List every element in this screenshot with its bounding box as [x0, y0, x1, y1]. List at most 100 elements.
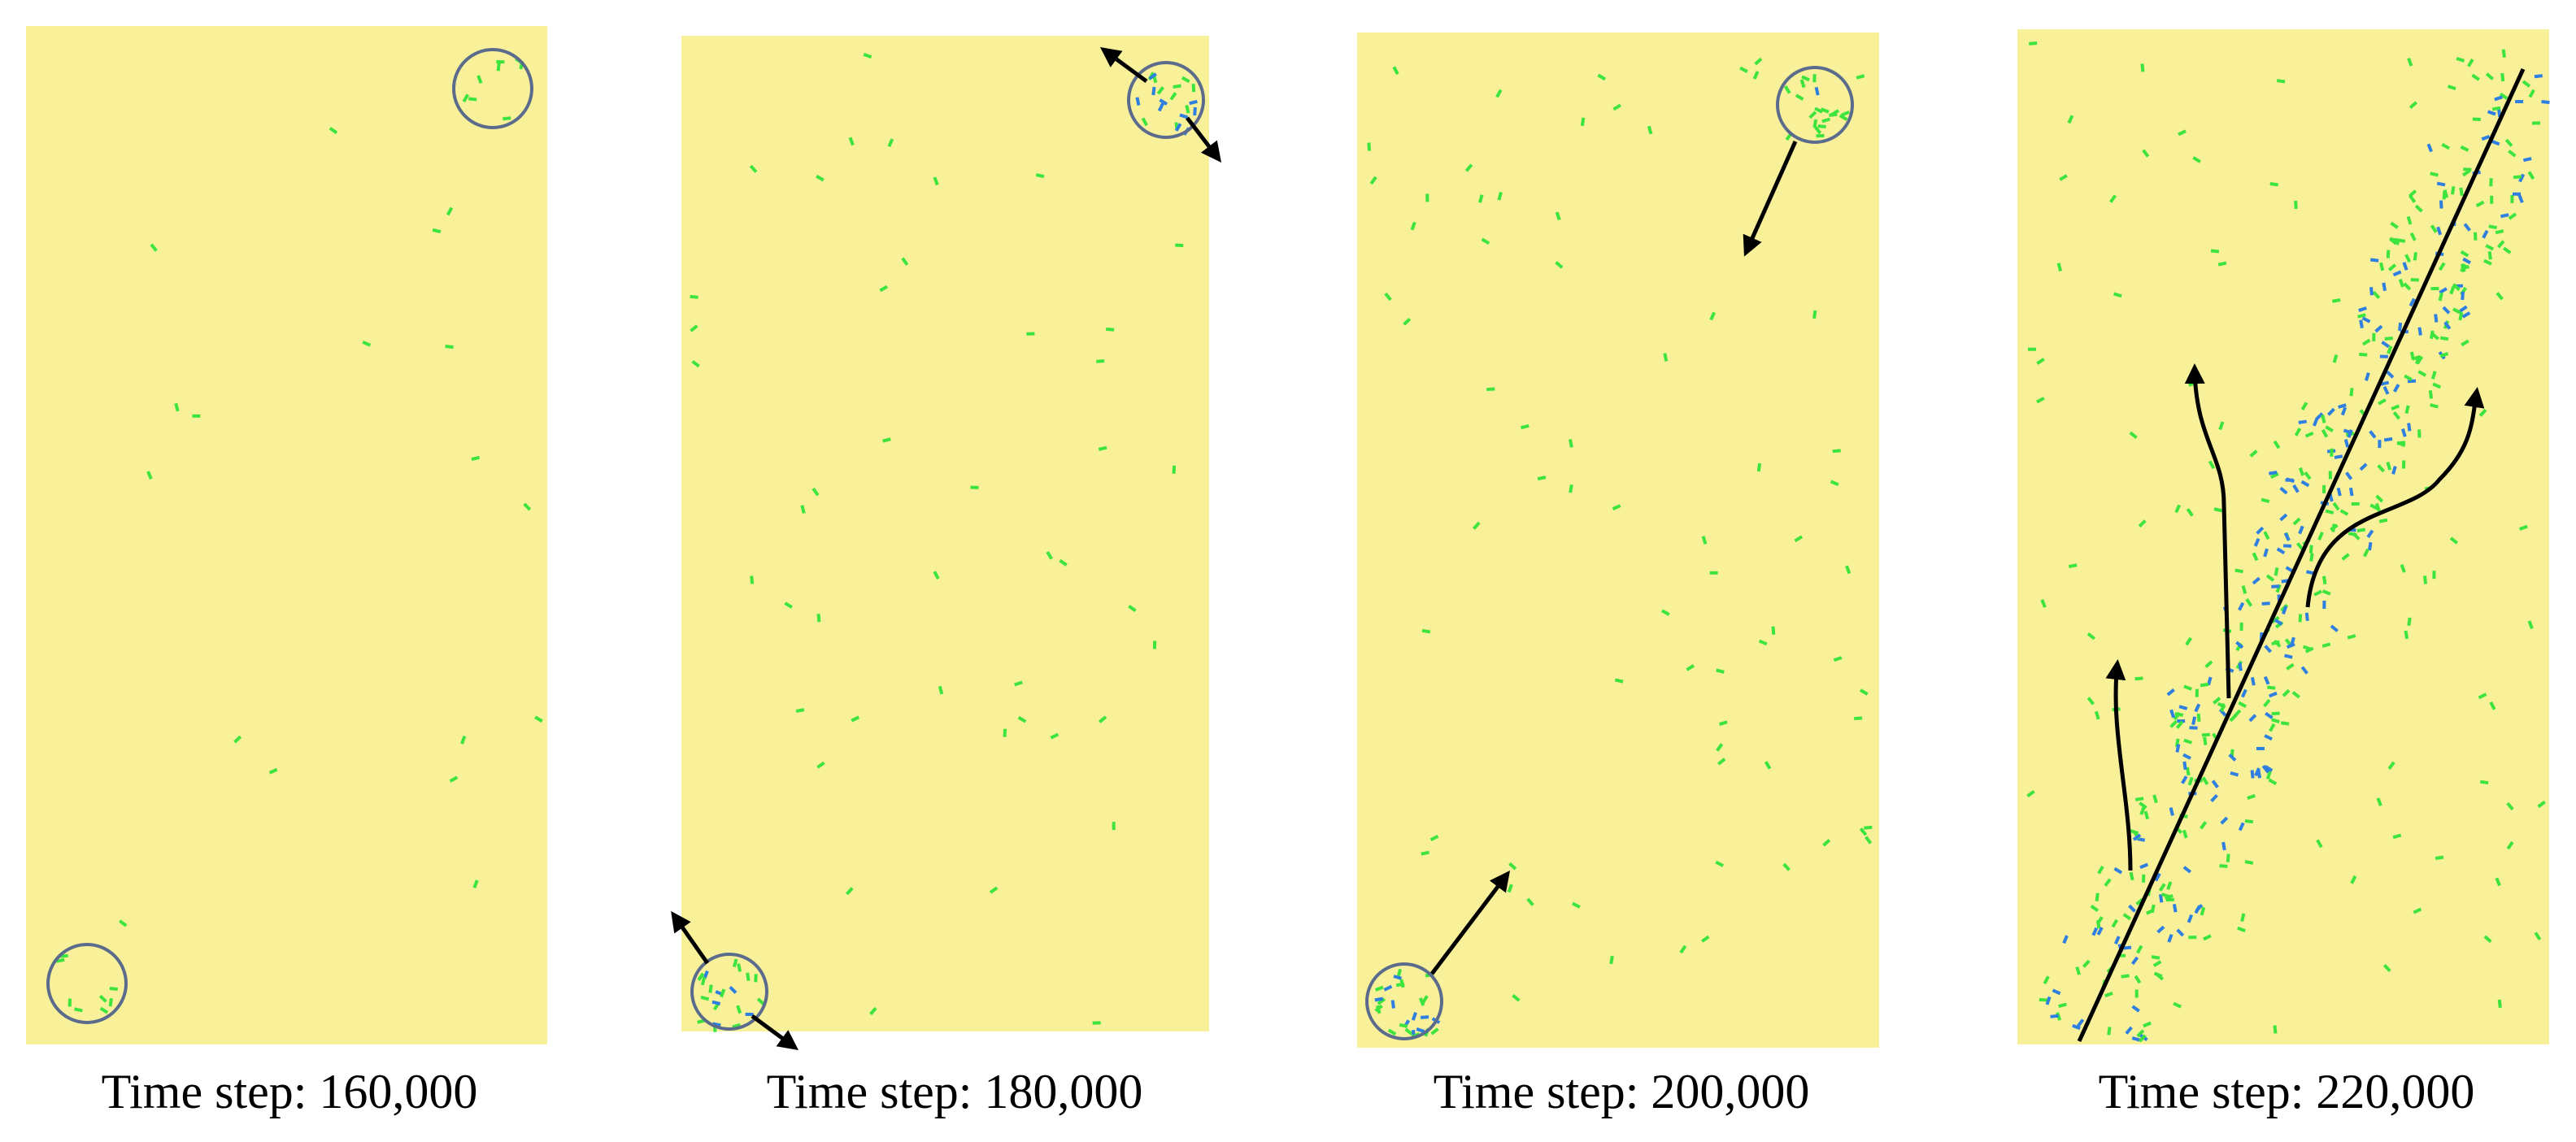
crack-particle: [2026, 789, 2035, 798]
crack-particle: [2271, 718, 2280, 724]
crack-particle: [2153, 971, 2163, 979]
crack-particle: [2404, 630, 2409, 640]
crack-particle: [2244, 860, 2254, 865]
crack-particle: [1716, 668, 1725, 674]
crack-particle: [2499, 92, 2509, 100]
crack-particle: [712, 1022, 721, 1027]
crack-particle: [2151, 955, 2160, 960]
crack-particle: [2160, 892, 2170, 899]
crack-particle: [1181, 76, 1190, 84]
crack-particle: [2487, 251, 2492, 260]
crack-particle: [1157, 102, 1164, 112]
crack-particle: [2169, 719, 2178, 728]
crack-particle: [1609, 955, 1614, 965]
crack-particle: [2407, 617, 2412, 627]
crack-particle: [2332, 502, 2340, 511]
crack-particle: [2261, 601, 2270, 606]
crack-particle: [2129, 871, 2134, 881]
crack-particle: [933, 176, 939, 186]
crack-particle: [2381, 341, 2390, 349]
crack-particle: [2483, 935, 2492, 944]
crack-particle: [2280, 721, 2290, 726]
crack-particle: [2452, 307, 2461, 315]
crack-particle: [816, 174, 825, 182]
crack-particle: [1174, 123, 1182, 132]
crack-particle: [2275, 584, 2282, 593]
crack-particle: [2228, 753, 2237, 762]
crack-particle: [2461, 339, 2469, 347]
crack-particle: [2482, 229, 2489, 239]
crack-particle: [2150, 904, 2156, 914]
crack-particle: [2332, 354, 2339, 363]
crack-particle: [737, 963, 742, 972]
crack-particle: [2461, 291, 2465, 300]
crack-particle: [2461, 311, 2471, 319]
crack-particle: [1718, 720, 1728, 726]
crack-particle: [2158, 894, 2164, 903]
crack-particle: [233, 735, 242, 744]
crack-particle: [2508, 150, 2517, 158]
crack-particle: [1764, 761, 1772, 770]
crack-particle: [2230, 771, 2239, 777]
crack-particle: [2340, 406, 2348, 416]
crack-particle: [2250, 676, 2256, 686]
crack-particle: [1189, 99, 1198, 106]
crack-particle: [2402, 460, 2406, 469]
crack-particle: [192, 414, 201, 418]
crack-particle: [2271, 711, 2280, 716]
crack-particle: [2056, 263, 2063, 271]
crack-particle: [2442, 306, 2451, 315]
crack-particle: [938, 685, 944, 695]
crack-particle: [2130, 956, 2139, 966]
crack-particle: [732, 958, 738, 968]
crack-particle: [2096, 919, 2101, 929]
crack-particle: [2192, 156, 2201, 163]
crack-particle: [2125, 1026, 2133, 1035]
crack-particle: [2276, 547, 2286, 555]
crack-particle: [1035, 173, 1045, 179]
crack-particle: [2285, 478, 2294, 482]
crack-particle: [754, 974, 758, 983]
crack-particle: [1771, 626, 1776, 635]
crack-particle: [2382, 385, 2390, 395]
crack-particle: [2249, 449, 2258, 458]
crack-particle: [2313, 589, 2322, 597]
crack-particle: [1521, 423, 1530, 430]
crack-particle: [2495, 877, 2501, 887]
crack-particle: [2142, 149, 2150, 158]
crack-particle: [1580, 117, 1586, 127]
crack-particle: [1173, 84, 1181, 89]
crack-particle: [750, 575, 755, 584]
crack-particle: [2174, 504, 2182, 514]
crack-particle: [1392, 66, 1399, 76]
crack-particle: [2244, 819, 2254, 824]
crack-particle: [2356, 528, 2366, 533]
crack-particle: [2176, 928, 2185, 937]
crack-particle: [2402, 262, 2408, 271]
crack-particle: [2263, 548, 2269, 558]
crack-particle: [1411, 1012, 1417, 1021]
crack-particle: [2268, 778, 2278, 786]
crack-particle: [2256, 746, 2265, 750]
crack-particle: [1159, 98, 1168, 106]
crack-particle: [2292, 517, 2301, 526]
crack-particle: [2090, 904, 2100, 913]
crack-particle: [2343, 439, 2350, 448]
crack-particle: [2384, 337, 2393, 341]
crack-particle: [2460, 250, 2469, 258]
arrow: [2305, 387, 2485, 608]
crack-particle: [2036, 358, 2045, 365]
crack-particle: [2139, 801, 2147, 810]
crack-particle: [1003, 728, 1007, 737]
crack-particle: [851, 715, 860, 723]
crack-particle: [1430, 1027, 1439, 1036]
crack-particle: [150, 243, 158, 252]
crack-particle: [700, 976, 707, 986]
crack-particle: [2029, 41, 2038, 46]
crack-particle: [2095, 892, 2100, 901]
crack-particle: [2362, 548, 2369, 558]
arrow: [671, 910, 710, 965]
crack-particle: [1812, 74, 1817, 83]
crack-particle: [901, 257, 909, 266]
captions: Time step: 160,000 Time step: 180,000 Ti…: [102, 1065, 2475, 1118]
